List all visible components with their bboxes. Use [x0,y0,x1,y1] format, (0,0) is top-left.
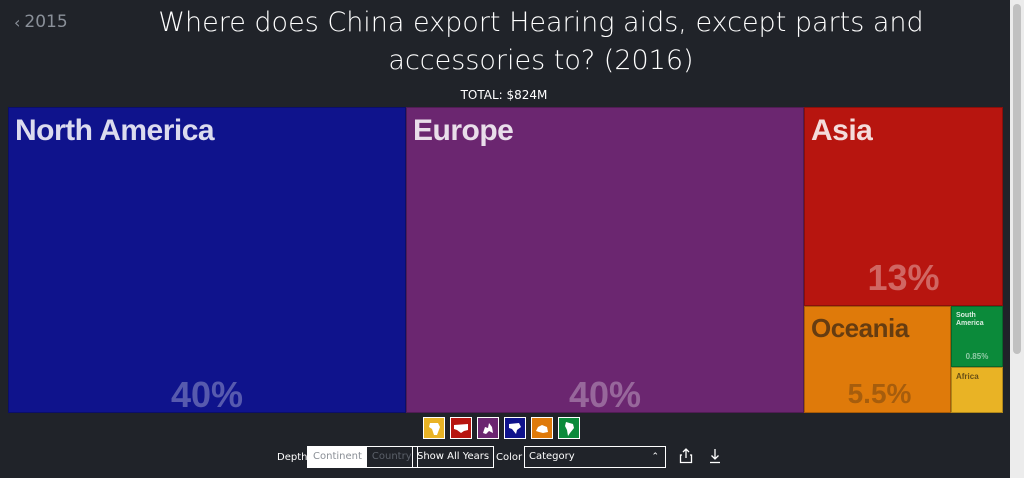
color-select[interactable]: Category ⌃ [524,446,666,468]
total-value: TOTAL: $824M [460,88,548,102]
tile-label: Oceania [811,312,909,343]
tile-label: South America [955,311,984,327]
tile-label: Europe [413,114,514,147]
africa-icon[interactable] [423,417,445,439]
asia-icon[interactable] [450,417,472,439]
show-all-years-button[interactable]: Show All Years [412,446,495,468]
depth-label: Depth [277,452,308,463]
controls-bar: Depth Continent Country Show All Years C… [0,446,1024,470]
tile-share-label: 5.5% [847,377,912,409]
previous-year-label: 2015 [24,12,68,32]
europe-icon[interactable] [477,417,499,439]
previous-year-link[interactable]: ‹ 2015 [14,12,68,32]
page-title: Where does China export Hearing aids, ex… [158,7,924,76]
tile-share-label: 40% [568,374,642,413]
download-icon[interactable] [708,448,722,467]
region-icon-bar [423,417,580,439]
tile-label: Asia [811,114,873,147]
treemap-tile-north-america[interactable]: North America 40% [8,107,406,413]
tile-share-label: 13% [867,256,940,298]
treemap-tile-europe[interactable]: Europe 40% [406,107,804,413]
treemap-chart: North America 40% Europe 40% Asia 13% Oceania 5… [8,107,1003,413]
color-label: Color [496,452,523,463]
chevron-left-icon: ‹ [14,12,21,32]
scrollbar-thumb[interactable] [1013,4,1021,354]
share-icon[interactable] [679,448,693,467]
scrollbar[interactable] [1010,0,1024,478]
oceania-icon[interactable] [531,417,553,439]
depth-toggle: Continent Country [307,446,418,468]
chevron-up-icon: ⌃ [651,452,659,462]
treemap-tile-africa[interactable]: Africa [950,366,1003,413]
color-select-value: Category [529,451,575,462]
tile-label: Africa [955,371,979,381]
treemap-tile-oceania[interactable]: Oceania 5.5% [804,305,951,413]
treemap-tile-south-america[interactable]: South America 0.85% [950,305,1003,367]
treemap-tile-asia[interactable]: Asia 13% [804,107,1003,306]
depth-option-continent[interactable]: Continent [308,447,367,467]
south-america-icon[interactable] [558,417,580,439]
tile-share-label: 40% [170,374,244,413]
depth-option-country[interactable]: Country [371,451,412,462]
north-america-icon[interactable] [504,417,526,439]
tile-label: North America [15,114,215,147]
tile-share-label: 0.85% [965,351,989,361]
